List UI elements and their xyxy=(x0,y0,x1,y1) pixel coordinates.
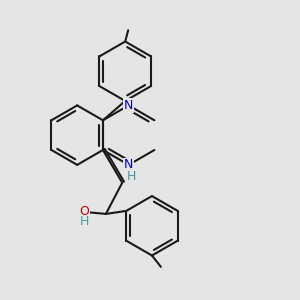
Text: O: O xyxy=(79,205,89,218)
Text: N: N xyxy=(124,158,133,171)
Text: N: N xyxy=(124,99,133,112)
Text: H: H xyxy=(80,215,89,228)
Text: H: H xyxy=(127,170,136,183)
